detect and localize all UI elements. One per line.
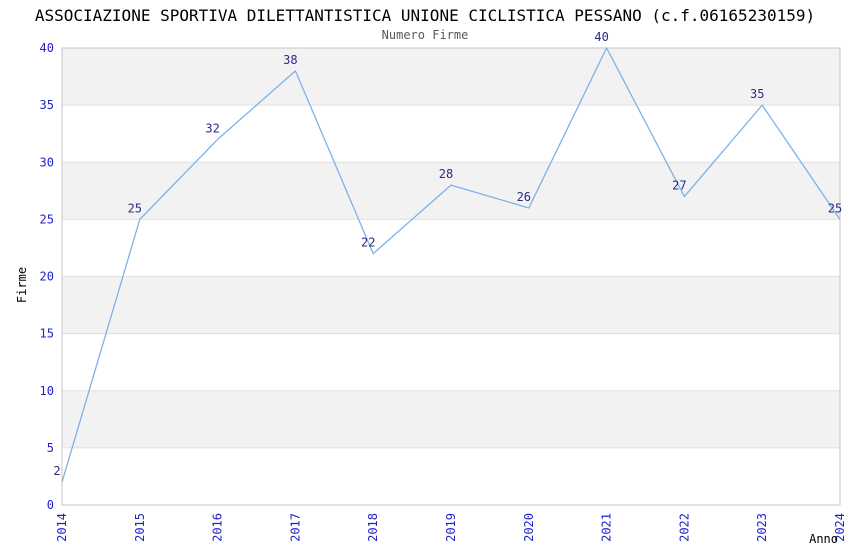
data-point-label: 27: [672, 179, 686, 193]
y-axis-label: Firme: [15, 267, 29, 303]
plot-border: [61, 47, 841, 506]
x-tick-label: 2020: [522, 513, 536, 542]
y-tick-label: 15: [40, 327, 54, 341]
data-point-label: 28: [439, 167, 453, 181]
data-point-label: 32: [205, 121, 219, 135]
data-point-label: 40: [594, 30, 608, 44]
y-tick-label: 5: [47, 441, 54, 455]
y-tick-label: 25: [40, 212, 54, 226]
chart-subtitle: Numero Firme: [381, 28, 469, 42]
y-tick-label: 0: [47, 498, 54, 512]
x-tick-label: 2022: [677, 513, 691, 542]
y-tick-label: 30: [40, 155, 54, 169]
data-point-label: 35: [750, 87, 764, 101]
x-tick-label: 2018: [366, 513, 380, 542]
x-axis-label: Anno: [809, 532, 838, 546]
x-tick-label: 2017: [288, 513, 302, 542]
x-tick-label: 2021: [600, 513, 614, 542]
y-tick-label: 20: [40, 270, 54, 284]
x-tick-label: 2024: [833, 513, 847, 542]
data-point-label: 2: [53, 464, 60, 478]
x-tick-label: 2015: [133, 513, 147, 542]
x-tick-label: 2016: [211, 513, 225, 542]
data-point-label: 25: [128, 201, 142, 215]
data-line: [61, 47, 841, 483]
chart-title: ASSOCIAZIONE SPORTIVA DILETTANTISTICA UN…: [34, 6, 816, 25]
x-tick-label: 2023: [755, 513, 769, 542]
band-stripe: [62, 48, 840, 106]
x-tick-label: 2014: [55, 513, 69, 542]
y-tick-label: 35: [40, 98, 54, 112]
band-stripe: [62, 162, 840, 220]
x-tick-label: 2019: [444, 513, 458, 542]
y-tick-label: 10: [40, 384, 54, 398]
y-tick-label: 40: [40, 41, 54, 55]
band-stripe: [62, 390, 840, 448]
data-point-label: 26: [517, 190, 531, 204]
band-stripe: [62, 276, 840, 334]
data-point-label: 25: [828, 201, 842, 215]
data-point-label: 38: [283, 53, 297, 67]
data-point-label: 22: [361, 236, 375, 250]
